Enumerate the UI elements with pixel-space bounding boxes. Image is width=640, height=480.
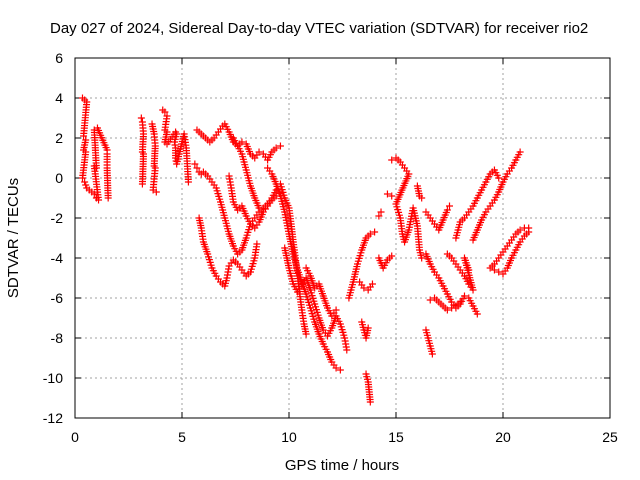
data-point-marker [460, 292, 468, 300]
data-point-marker [161, 108, 169, 116]
data-point-marker [418, 194, 426, 202]
data-point-marker [137, 114, 145, 122]
y-tick-label: -12 [43, 410, 63, 426]
x-tick-label: 25 [602, 429, 618, 445]
data-point-marker [388, 252, 396, 260]
data-point-marker [448, 304, 456, 312]
data-point-marker [193, 164, 201, 172]
data-point-marker [516, 148, 524, 156]
data-point-marker [428, 350, 436, 358]
y-tick-label: 2 [55, 130, 63, 146]
data-point-marker [366, 398, 374, 406]
data-point-marker [81, 178, 89, 186]
data-point-marker [516, 226, 524, 234]
x-tick-label: 20 [495, 429, 511, 445]
data-point-marker [238, 138, 246, 146]
data-point-marker [336, 366, 344, 374]
data-point-marker [184, 178, 192, 186]
y-tick-label: 6 [55, 50, 63, 66]
data-point-marker [272, 144, 280, 152]
data-point-marker [82, 181, 90, 189]
x-tick-label: 5 [178, 429, 186, 445]
x-tick-labels: 0 5 10 15 20 25 [71, 429, 618, 445]
y-tick-label: 0 [55, 170, 63, 186]
data-point-marker [383, 190, 391, 198]
data-point-marker [138, 180, 146, 188]
data-point-marker [104, 194, 112, 202]
data-point-marker [366, 230, 374, 238]
data-point-marker [332, 364, 340, 372]
y-tick-label: -2 [51, 210, 64, 226]
y-tick-label: -6 [51, 290, 64, 306]
data-point-marker [525, 228, 533, 236]
data-point-marker [443, 206, 451, 214]
data-point-marker [360, 284, 368, 292]
data-point-marker [152, 188, 160, 196]
y-tick-label: -10 [43, 370, 63, 386]
data-point-marker [490, 266, 498, 274]
x-tick-label: 10 [281, 429, 297, 445]
data-point-marker [473, 310, 481, 318]
data-point-marker [465, 266, 473, 274]
data-point-marker [302, 330, 310, 338]
x-axis-label: GPS time / hours [285, 457, 399, 474]
data-point-marker [343, 346, 351, 354]
y-axis-label: SDTVAR / TECUs [5, 178, 22, 298]
data-point-marker [377, 208, 385, 216]
data-point-marker [368, 280, 376, 288]
data-point-marker [255, 148, 263, 156]
data-point-marker [375, 212, 383, 220]
data-point-marker [426, 296, 434, 304]
data-point-marker [191, 160, 199, 168]
data-point-marker [332, 306, 340, 314]
plot-frame [74, 57, 611, 419]
data-point-marker [443, 306, 451, 314]
data-point-marker [388, 156, 396, 164]
data-point-marker [255, 204, 263, 212]
y-tick-labels: 6 4 2 0 -2 -4 -6 -8 -10 -12 [43, 50, 63, 426]
data-point-marker [418, 254, 426, 262]
data-point-marker [371, 228, 379, 236]
data-point-marker [456, 298, 464, 306]
data-point-marker [276, 142, 284, 150]
data-point-marker [253, 240, 261, 248]
data-point-marker [446, 202, 453, 210]
data-point-marker [364, 324, 372, 332]
data-point-marker [495, 268, 503, 276]
chart-title: Day 027 of 2024, Sidereal Day-to-day VTE… [50, 20, 588, 37]
data-point-marker [388, 192, 396, 200]
data-point-marker [80, 132, 88, 140]
y-tick-label: -8 [51, 330, 64, 346]
data-point-marker [78, 174, 86, 182]
y-tick-label: -4 [51, 250, 64, 266]
y-tick-label: 4 [55, 90, 63, 106]
grid-lines [75, 58, 610, 418]
axis-ticks [74, 57, 611, 419]
x-tick-label: 15 [388, 429, 404, 445]
x-tick-label: 0 [71, 429, 79, 445]
data-point-marker [495, 174, 503, 182]
data-points [78, 94, 533, 406]
